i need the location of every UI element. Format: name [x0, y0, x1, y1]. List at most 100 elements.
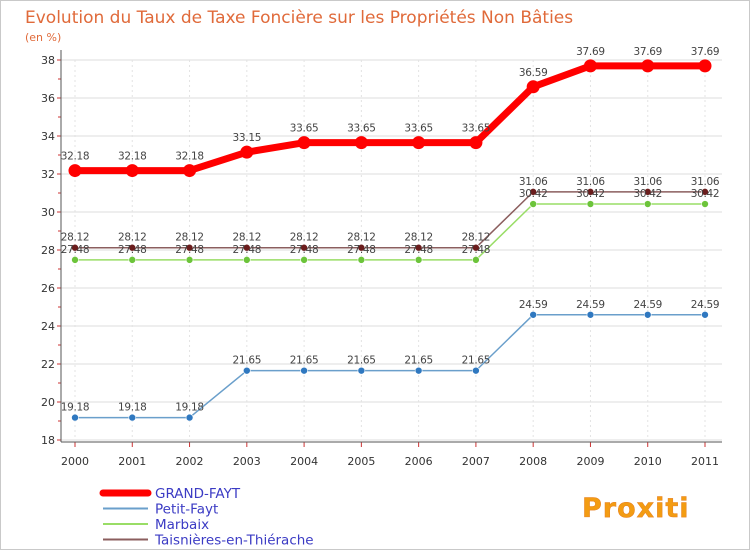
y-tick-labels: 18 20 22 24 26 28 30 32 34 36 38 [41, 54, 55, 447]
y-tick-label-22: 22 [41, 358, 55, 371]
data-label-Petit-Fayt-2011: 24.59 [691, 299, 720, 311]
data-label-Taisnières-en-Thiérache-2002: 28.12 [175, 232, 204, 244]
data-label-Marbaix-2000: 27.48 [61, 244, 90, 256]
data-label-Taisnières-en-Thiérache-2008: 31.06 [519, 176, 548, 188]
data-label-Taisnières-en-Thiérache-2001: 28.12 [118, 232, 147, 244]
data-point-Marbaix-2010 [643, 200, 652, 208]
data-label-Taisnières-en-Thiérache-2000: 28.12 [61, 232, 90, 244]
data-point-GRAND-FAYT-2011 [698, 59, 712, 73]
data-label-Taisnières-en-Thiérache-2011: 31.06 [691, 176, 720, 188]
data-label-Marbaix-2006: 27.48 [404, 244, 433, 256]
data-label-GRAND-FAYT-2006: 33.65 [404, 123, 433, 135]
x-tick-label-2011: 2011 [691, 455, 719, 468]
data-point-GRAND-FAYT-2010 [641, 59, 655, 73]
data-label-Taisnières-en-Thiérache-2007: 28.12 [462, 232, 491, 244]
data-point-Petit-Fayt-2006 [414, 366, 423, 375]
data-label-Marbaix-2004: 27.48 [290, 244, 319, 256]
data-label-Petit-Fayt-2006: 21.65 [404, 355, 433, 367]
data-label-Taisnières-en-Thiérache-2005: 28.12 [347, 232, 376, 244]
y-tick-label-20: 20 [41, 396, 55, 409]
y-tick-label-36: 36 [41, 92, 55, 105]
data-label-Marbaix-2005: 27.48 [347, 244, 376, 256]
data-label-Petit-Fayt-2000: 19.18 [61, 402, 90, 414]
data-point-GRAND-FAYT-2008 [526, 80, 540, 94]
data-point-Marbaix-2000 [71, 256, 79, 264]
data-point-Taisnières-en-Thiérache-2004 [300, 243, 308, 252]
data-label-Petit-Fayt-2005: 21.65 [347, 355, 376, 367]
data-point-GRAND-FAYT-2006 [412, 136, 426, 150]
data-label-GRAND-FAYT-2002: 32.18 [175, 151, 204, 163]
y-tick-label-32: 32 [41, 168, 55, 181]
data-labels: 32.18 32.18 32.18 33.15 33.65 33.65 33.65 33.65… [61, 46, 720, 414]
series-line-Taisnières-en-Thiérache [74, 191, 706, 249]
data-point-Taisnières-en-Thiérache-2007 [472, 243, 480, 252]
series-line-GRAND-FAYT [71, 62, 709, 175]
data-point-Taisnières-en-Thiérache-2002 [185, 243, 194, 252]
logo-text: Proxiti [582, 493, 690, 524]
x-tick-label-2005: 2005 [347, 455, 375, 468]
data-label-Marbaix-2002: 27.48 [175, 244, 204, 256]
x-tick-label-2009: 2009 [576, 455, 604, 468]
data-point-GRAND-FAYT-2003 [240, 145, 254, 159]
legend: GRAND-FAYTPetit-FaytMarbaixTaisnières-en… [99, 486, 314, 549]
data-label-Marbaix-2001: 27.48 [118, 244, 147, 256]
data-label-GRAND-FAYT-2010: 37.69 [633, 46, 662, 58]
data-label-Petit-Fayt-2010: 24.59 [633, 299, 662, 311]
data-point-GRAND-FAYT-2000 [68, 164, 82, 178]
data-point-Marbaix-2009 [586, 200, 595, 208]
chart-subtitle: (en %) [25, 31, 61, 44]
series-group [68, 59, 712, 422]
data-point-Taisnières-en-Thiérache-2000 [71, 243, 79, 252]
data-point-Marbaix-2007 [472, 256, 480, 264]
data-point-Marbaix-2002 [185, 256, 194, 264]
data-point-Taisnières-en-Thiérache-2008 [529, 188, 537, 196]
data-label-Taisnières-en-Thiérache-2010: 31.06 [633, 176, 662, 188]
data-label-Taisnières-en-Thiérache-2004: 28.12 [290, 232, 319, 244]
x-tick-label-2003: 2003 [233, 455, 261, 468]
data-label-Taisnières-en-Thiérache-2003: 28.12 [233, 232, 262, 244]
data-point-Taisnières-en-Thiérache-2010 [643, 188, 652, 196]
y-tick-label-24: 24 [41, 320, 55, 333]
data-point-Marbaix-2003 [243, 256, 251, 264]
data-point-GRAND-FAYT-2007 [469, 136, 483, 150]
data-point-Taisnières-en-Thiérache-2006 [414, 243, 423, 252]
data-point-Taisnières-en-Thiérache-2011 [701, 188, 709, 196]
data-label-GRAND-FAYT-2007: 33.65 [462, 123, 491, 135]
data-point-Petit-Fayt-2003 [243, 366, 251, 375]
data-point-Petit-Fayt-2005 [357, 366, 366, 375]
legend-label-Taisnières-en-Thiérache: Taisnières-en-Thiérache [154, 533, 314, 549]
data-point-Petit-Fayt-2011 [701, 310, 709, 319]
data-point-Marbaix-2008 [529, 200, 537, 208]
axes [57, 50, 722, 447]
legend-label-GRAND-FAYT: GRAND-FAYT [155, 486, 241, 502]
y-tick-label-38: 38 [41, 54, 55, 67]
x-tick-label-2006: 2006 [405, 455, 433, 468]
x-tick-label-2010: 2010 [634, 455, 662, 468]
data-point-Petit-Fayt-2007 [472, 366, 480, 375]
data-label-Marbaix-2011: 30.42 [691, 188, 720, 200]
data-label-Petit-Fayt-2003: 21.65 [233, 355, 262, 367]
data-label-GRAND-FAYT-2009: 37.69 [576, 46, 605, 58]
data-point-Petit-Fayt-2001 [128, 413, 137, 422]
legend-label-Marbaix: Marbaix [155, 517, 209, 533]
data-point-GRAND-FAYT-2005 [354, 136, 368, 150]
data-label-GRAND-FAYT-2003: 33.15 [233, 132, 262, 144]
data-point-Taisnières-en-Thiérache-2005 [357, 243, 366, 252]
y-tick-label-30: 30 [41, 206, 55, 219]
gridlines [61, 59, 722, 441]
data-point-Petit-Fayt-2002 [185, 413, 194, 422]
data-point-GRAND-FAYT-2001 [125, 164, 139, 178]
data-label-GRAND-FAYT-2001: 32.18 [118, 151, 147, 163]
series-line-Marbaix [74, 203, 706, 261]
x-tick-label-2007: 2007 [462, 455, 490, 468]
data-label-Taisnières-en-Thiérache-2009: 31.06 [576, 176, 605, 188]
data-label-Petit-Fayt-2009: 24.59 [576, 299, 605, 311]
data-label-GRAND-FAYT-2004: 33.65 [290, 123, 319, 135]
data-point-Petit-Fayt-2004 [300, 366, 308, 375]
data-point-Taisnières-en-Thiérache-2003 [243, 243, 251, 252]
data-label-Petit-Fayt-2004: 21.65 [290, 355, 319, 367]
legend-label-Petit-Fayt: Petit-Fayt [155, 502, 218, 518]
data-point-Petit-Fayt-2010 [643, 310, 652, 319]
data-label-Marbaix-2009: 30.42 [576, 188, 605, 200]
